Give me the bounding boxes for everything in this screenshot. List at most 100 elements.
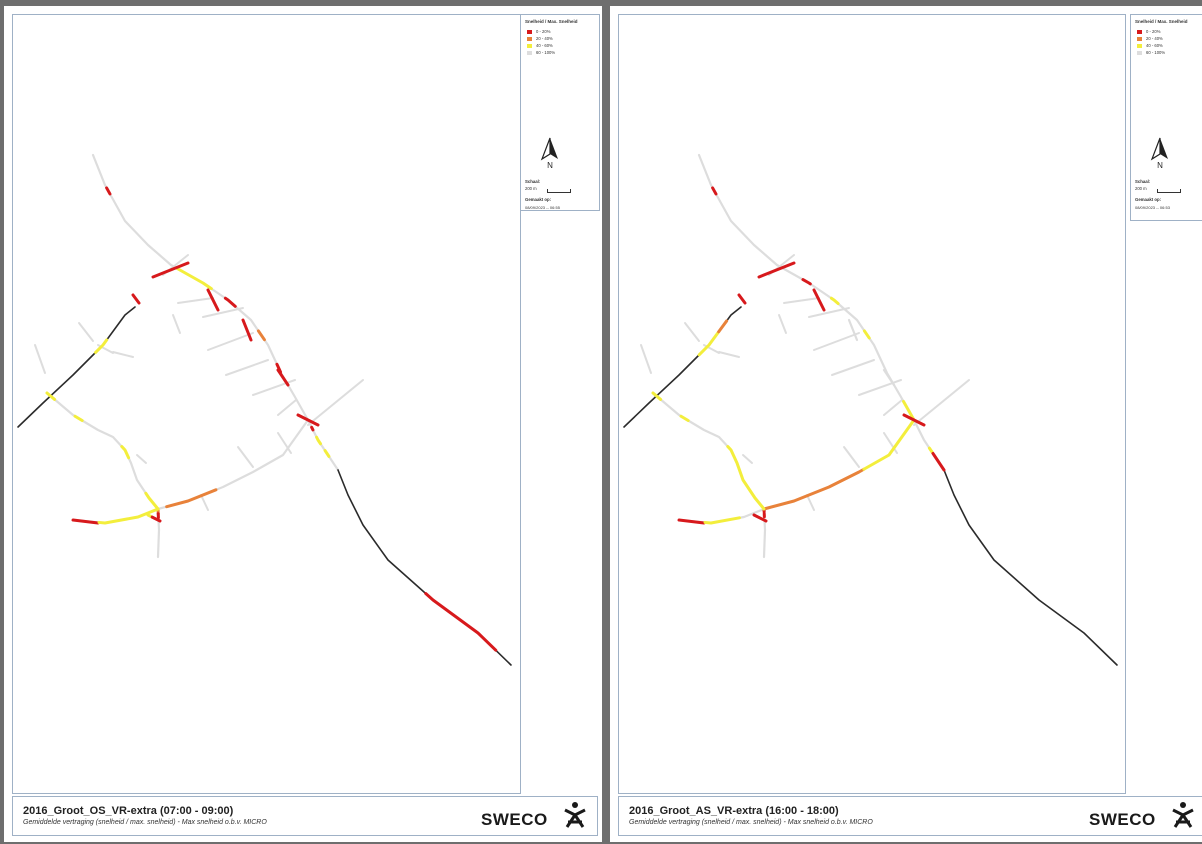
legend-item-label: 0 - 20%: [536, 29, 551, 34]
scale-label: Schaal:: [1135, 179, 1151, 184]
legend-title: Snelheid / Max. Snelheid: [1135, 19, 1188, 24]
speed-segment-red: [105, 186, 112, 196]
made-on-value: 08/09/2023 -- 06:55: [525, 205, 560, 210]
map-frame[interactable]: [12, 14, 521, 794]
legend-item: 20 - 40%: [1137, 36, 1163, 42]
side-street: [225, 359, 269, 376]
scale-label: Schaal:: [525, 179, 541, 184]
speed-segment-yellow: [323, 449, 331, 458]
logo-text: SWECO: [1089, 810, 1156, 829]
speed-segment-orange: [256, 329, 266, 342]
side-street: [806, 494, 815, 511]
side-street: [200, 494, 209, 511]
map-subtitle: Gemiddelde vertraging (snelheid / max. s…: [629, 819, 873, 826]
scale-bar: [1157, 189, 1181, 193]
title-bar: 2016_Groot_AS_VR-extra (16:00 - 18:00) G…: [618, 796, 1202, 836]
side-street: [808, 307, 850, 318]
title-bar: 2016_Groot_OS_VR-extra (07:00 - 09:00) G…: [12, 796, 598, 836]
map-subtitle: Gemiddelde vertraging (snelheid / max. s…: [23, 819, 267, 826]
legend-item-label: 40 - 60%: [536, 43, 553, 48]
speed-segment-yellow: [45, 391, 57, 401]
legend-swatch: [527, 50, 532, 55]
speed-segment-red: [801, 278, 812, 286]
speed-segment-red: [206, 288, 220, 312]
speed-segment-red: [131, 293, 141, 305]
side-street: [307, 379, 364, 426]
legend-swatch: [1137, 50, 1142, 55]
speed-segment-yellow: [315, 435, 323, 446]
speed-segment-red: [310, 425, 315, 432]
legend-title: Snelheid / Max. Snelheid: [525, 19, 578, 24]
speed-segment-yellow: [94, 338, 109, 354]
speed-segment-red: [223, 296, 237, 308]
side-street: [684, 322, 700, 342]
speed-segment-red: [276, 368, 290, 387]
map-frame[interactable]: [618, 14, 1126, 794]
road-ms: [156, 418, 310, 511]
legend-swatch: [527, 43, 532, 48]
speed-segment-red: [757, 261, 796, 279]
legend-item-label: 60 - 100%: [536, 50, 556, 55]
side-street: [177, 297, 214, 304]
legend-swatch: [1137, 43, 1142, 48]
speed-segment-yellow: [862, 418, 916, 471]
north-arrow-icon: N: [1150, 137, 1168, 170]
road-n2: [169, 263, 310, 422]
legend-swatch: [1137, 29, 1142, 34]
map-sheet-left: Snelheid / Max. Snelheid 0 - 20% 20 - 40…: [4, 6, 602, 842]
road-e1: [943, 469, 1118, 666]
road-network-map: [623, 153, 1118, 666]
side-street: [78, 322, 94, 342]
side-street: [136, 454, 147, 464]
legend-item: 60 - 100%: [527, 50, 555, 56]
legend-item: 0 - 20%: [1137, 29, 1160, 35]
speed-segment-yellow: [862, 329, 871, 340]
road-n2: [775, 263, 916, 422]
legend-swatch: [1137, 36, 1142, 41]
speed-segment-red: [241, 318, 253, 342]
speed-segment-red: [424, 592, 498, 652]
speed-segment-red: [71, 518, 100, 525]
speed-segment-yellow: [144, 491, 160, 511]
legend-swatch: [527, 29, 532, 34]
legend-item-label: 20 - 40%: [1146, 36, 1163, 41]
scale-bar: [547, 189, 571, 193]
side-street: [883, 432, 898, 454]
legend-item: 60 - 100%: [1137, 50, 1165, 56]
side-street: [718, 351, 740, 358]
road-hw: [623, 306, 742, 428]
speed-segment-red: [812, 288, 826, 312]
side-street: [843, 446, 860, 468]
legend-item: 0 - 20%: [527, 29, 550, 35]
speed-segment-yellow: [829, 296, 840, 306]
side-street: [277, 432, 292, 454]
speed-segment-yellow: [697, 330, 721, 357]
road-n1: [91, 153, 173, 267]
side-street: [778, 314, 787, 334]
legend-item: 20 - 40%: [527, 36, 553, 42]
side-street: [277, 399, 297, 416]
road-e1: [337, 469, 512, 666]
speed-segment-red: [151, 261, 190, 279]
scale-value: 200 m: [1135, 186, 1147, 191]
speed-segment-red: [902, 413, 926, 427]
speed-segment-red: [677, 518, 706, 525]
road-x5: [882, 368, 896, 387]
speed-segment-red: [752, 513, 768, 523]
road-x4: [847, 318, 859, 342]
side-street: [783, 297, 820, 304]
legend-item: 40 - 60%: [527, 43, 553, 49]
road-hw: [17, 306, 136, 428]
side-street: [172, 314, 181, 334]
legend-item-label: 0 - 20%: [1146, 29, 1161, 34]
road-ms: [762, 418, 916, 511]
speed-segment-red: [737, 293, 747, 305]
legend-swatch: [527, 36, 532, 41]
made-on-value: 08/09/2023 -- 06:53: [1135, 205, 1170, 210]
sweco-figure-icon: [1172, 802, 1194, 828]
scale-value: 200 m: [525, 186, 537, 191]
legend-panel: Snelheid / Max. Snelheid 0 - 20% 20 - 40…: [1130, 14, 1202, 221]
legend-item-label: 60 - 100%: [1146, 50, 1166, 55]
side-street: [640, 344, 652, 374]
legend-panel: Snelheid / Max. Snelheid 0 - 20% 20 - 40…: [520, 14, 600, 211]
